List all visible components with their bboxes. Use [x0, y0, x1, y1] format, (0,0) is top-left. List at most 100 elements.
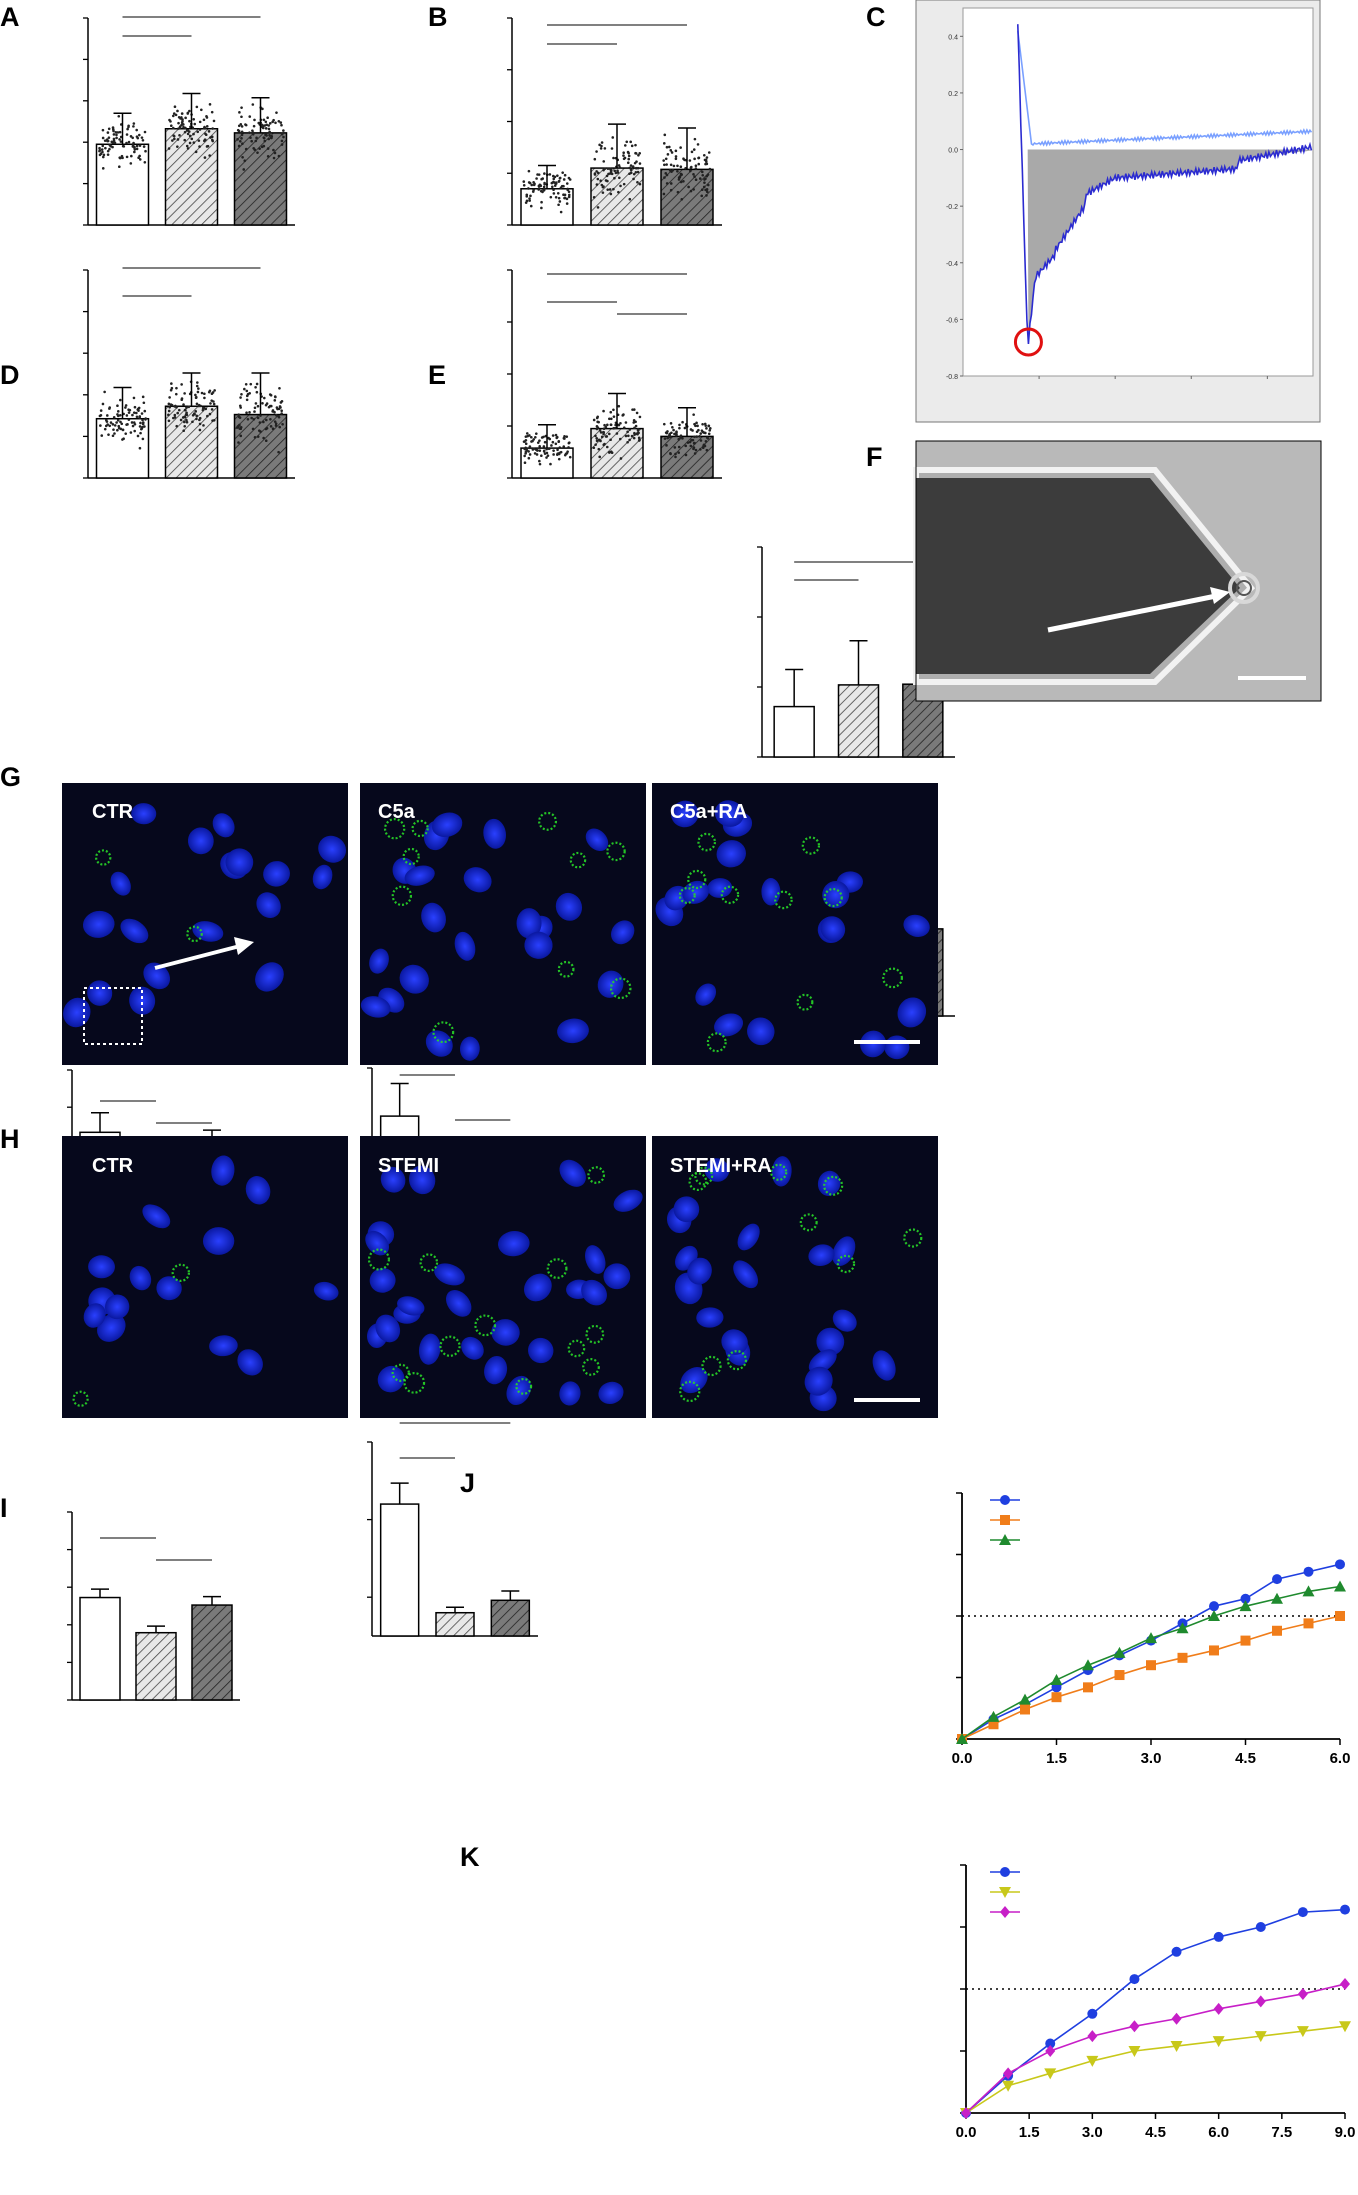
- data-point: [1045, 2045, 1056, 2057]
- data-point: [1297, 1987, 1308, 2000]
- data-point: [188, 119, 191, 123]
- data-point: [606, 179, 609, 183]
- data-point: [129, 431, 133, 434]
- data-point: [554, 195, 558, 199]
- data-point: [250, 416, 253, 420]
- nucleus: [120, 918, 149, 944]
- nucleus: [808, 1244, 835, 1267]
- data-point: [278, 386, 281, 390]
- data-point: [185, 129, 189, 132]
- nucleus: [498, 1231, 530, 1257]
- data-point: [628, 166, 631, 170]
- data-point: [629, 140, 632, 144]
- data-point: [244, 123, 247, 126]
- nucleus: [434, 1263, 465, 1286]
- data-point: [183, 130, 187, 134]
- data-point: [700, 170, 704, 174]
- data-point: [262, 136, 266, 140]
- data-point: [252, 417, 256, 421]
- monocyte: [587, 1166, 606, 1184]
- data-point: [663, 163, 666, 167]
- data-point: [1129, 2020, 1140, 2033]
- data-point: [532, 438, 535, 441]
- data-point: [106, 149, 110, 153]
- nucleus: [524, 1273, 552, 1302]
- data-point: [176, 411, 179, 415]
- data-point: [249, 382, 253, 386]
- data-point: [1170, 2041, 1183, 2053]
- data-point: [694, 178, 698, 181]
- data-point: [600, 435, 604, 439]
- data-point: [681, 420, 684, 424]
- data-point: [696, 143, 700, 146]
- y-tick-label: -0.2: [946, 204, 958, 211]
- data-point: [563, 196, 566, 200]
- data-point: [238, 404, 242, 408]
- data-point: [669, 188, 673, 192]
- data-point: [167, 413, 170, 417]
- monocyte: [882, 967, 903, 989]
- nucleus: [816, 1327, 845, 1356]
- data-point: [678, 426, 681, 430]
- data-point: [684, 166, 687, 170]
- data-point: [534, 435, 537, 439]
- data-point: [172, 416, 175, 420]
- data-point: [112, 133, 116, 136]
- data-point: [206, 414, 209, 418]
- data-point: [596, 177, 600, 181]
- nucleus: [721, 1329, 748, 1355]
- data-point: [126, 423, 129, 426]
- data-point: [616, 171, 620, 174]
- nucleus: [82, 910, 115, 938]
- nucleus: [187, 827, 214, 855]
- monocyte-arrow: [154, 944, 241, 970]
- data-point: [185, 420, 189, 424]
- data-point: [1213, 1931, 1224, 1942]
- data-point: [115, 133, 118, 137]
- data-point: [170, 386, 174, 390]
- bar-c5a-ra: [233, 132, 288, 226]
- nucleus: [425, 1030, 453, 1057]
- data-point: [552, 192, 556, 195]
- data-point: [602, 427, 606, 431]
- data-point: [116, 404, 119, 408]
- chart-e-adhesion-energy-stemi: [507, 269, 722, 479]
- data-point: [127, 418, 131, 421]
- data-point: [240, 115, 243, 119]
- data-point: [701, 422, 704, 426]
- monocyte: [569, 851, 587, 869]
- data-point: [236, 138, 239, 141]
- bar-stemi: [435, 1611, 475, 1637]
- data-point: [630, 434, 634, 438]
- data-point: [615, 432, 619, 435]
- data-point: [277, 414, 280, 418]
- data-point: [703, 181, 706, 184]
- nucleus: [88, 1255, 115, 1279]
- data-point: [563, 173, 567, 177]
- data-point: [208, 389, 212, 393]
- nucleus: [733, 1260, 758, 1289]
- data-point: [612, 415, 616, 418]
- data-point: [124, 404, 128, 407]
- data-point: [174, 113, 178, 117]
- data-point: [115, 421, 118, 424]
- data-point: [556, 191, 560, 195]
- data-point: [138, 425, 142, 428]
- micrograph-h-ctr: [62, 1136, 348, 1418]
- monocyte: [606, 841, 626, 862]
- data-point: [238, 111, 241, 114]
- nucleus: [872, 1350, 896, 1381]
- monocyte: [474, 1314, 497, 1337]
- data-point: [1145, 1632, 1157, 1644]
- data-point: [987, 1710, 1000, 1722]
- data-point: [672, 428, 675, 432]
- data-point: [198, 120, 202, 124]
- data-point: [554, 442, 558, 446]
- data-point: [707, 151, 711, 154]
- nucleus: [555, 892, 583, 921]
- data-point: [632, 172, 636, 176]
- nucleus: [585, 1245, 606, 1274]
- data-point: [118, 130, 122, 134]
- data-point: [599, 147, 603, 150]
- data-point: [121, 438, 124, 441]
